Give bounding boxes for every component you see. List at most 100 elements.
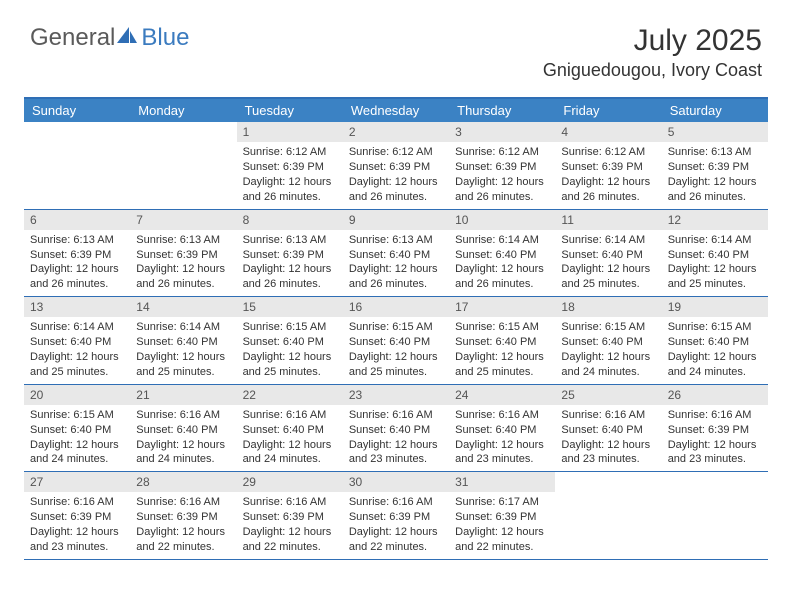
day-cell: 2Sunrise: 6:12 AMSunset: 6:39 PMDaylight… (343, 122, 449, 209)
day-number: 20 (24, 385, 130, 405)
sunrise-text: Sunrise: 6:16 AM (136, 408, 230, 423)
daylight-text: Daylight: 12 hours and 22 minutes. (455, 525, 549, 555)
sunrise-text: Sunrise: 6:16 AM (136, 495, 230, 510)
day-number: 6 (24, 210, 130, 230)
sunrise-text: Sunrise: 6:13 AM (136, 233, 230, 248)
sunset-text: Sunset: 6:40 PM (561, 423, 655, 438)
daylight-text: Daylight: 12 hours and 22 minutes. (136, 525, 230, 555)
daylight-text: Daylight: 12 hours and 24 minutes. (30, 438, 124, 468)
sunrise-text: Sunrise: 6:15 AM (455, 320, 549, 335)
day-cell: 24Sunrise: 6:16 AMSunset: 6:40 PMDayligh… (449, 385, 555, 472)
logo-text-blue: Blue (141, 24, 189, 52)
sunrise-text: Sunrise: 6:12 AM (243, 145, 337, 160)
day-body: Sunrise: 6:14 AMSunset: 6:40 PMDaylight:… (555, 230, 661, 296)
weekday-header: Saturday (662, 99, 768, 122)
day-number: 12 (662, 210, 768, 230)
day-number: 14 (130, 297, 236, 317)
sunrise-text: Sunrise: 6:17 AM (455, 495, 549, 510)
day-number: 24 (449, 385, 555, 405)
day-cell: 25Sunrise: 6:16 AMSunset: 6:40 PMDayligh… (555, 385, 661, 472)
day-cell: 12Sunrise: 6:14 AMSunset: 6:40 PMDayligh… (662, 210, 768, 297)
empty-day-cell (130, 122, 236, 209)
day-body: Sunrise: 6:16 AMSunset: 6:39 PMDaylight:… (237, 492, 343, 558)
day-body: Sunrise: 6:16 AMSunset: 6:40 PMDaylight:… (343, 405, 449, 471)
day-number: 10 (449, 210, 555, 230)
daylight-text: Daylight: 12 hours and 23 minutes. (30, 525, 124, 555)
sunrise-text: Sunrise: 6:13 AM (243, 233, 337, 248)
day-cell: 15Sunrise: 6:15 AMSunset: 6:40 PMDayligh… (237, 297, 343, 384)
sunset-text: Sunset: 6:40 PM (136, 423, 230, 438)
day-body: Sunrise: 6:13 AMSunset: 6:39 PMDaylight:… (130, 230, 236, 296)
day-cell: 8Sunrise: 6:13 AMSunset: 6:39 PMDaylight… (237, 210, 343, 297)
day-cell: 5Sunrise: 6:13 AMSunset: 6:39 PMDaylight… (662, 122, 768, 209)
day-number: 29 (237, 472, 343, 492)
daylight-text: Daylight: 12 hours and 26 minutes. (243, 262, 337, 292)
day-body: Sunrise: 6:16 AMSunset: 6:40 PMDaylight:… (449, 405, 555, 471)
week-row: 13Sunrise: 6:14 AMSunset: 6:40 PMDayligh… (24, 297, 768, 385)
sunrise-text: Sunrise: 6:15 AM (243, 320, 337, 335)
day-cell: 10Sunrise: 6:14 AMSunset: 6:40 PMDayligh… (449, 210, 555, 297)
day-body: Sunrise: 6:16 AMSunset: 6:39 PMDaylight:… (343, 492, 449, 558)
sunrise-text: Sunrise: 6:16 AM (455, 408, 549, 423)
day-number: 17 (449, 297, 555, 317)
daylight-text: Daylight: 12 hours and 24 minutes. (561, 350, 655, 380)
day-body: Sunrise: 6:16 AMSunset: 6:40 PMDaylight:… (555, 405, 661, 471)
day-number: 7 (130, 210, 236, 230)
sunrise-text: Sunrise: 6:12 AM (561, 145, 655, 160)
day-number: 19 (662, 297, 768, 317)
day-cell: 23Sunrise: 6:16 AMSunset: 6:40 PMDayligh… (343, 385, 449, 472)
sunset-text: Sunset: 6:39 PM (349, 510, 443, 525)
weekday-header: Wednesday (343, 99, 449, 122)
day-body: Sunrise: 6:13 AMSunset: 6:40 PMDaylight:… (343, 230, 449, 296)
day-number: 16 (343, 297, 449, 317)
logo: General Blue (30, 24, 189, 52)
day-body: Sunrise: 6:13 AMSunset: 6:39 PMDaylight:… (662, 142, 768, 208)
day-number: 31 (449, 472, 555, 492)
sunset-text: Sunset: 6:39 PM (561, 160, 655, 175)
day-body: Sunrise: 6:14 AMSunset: 6:40 PMDaylight:… (24, 317, 130, 383)
sunrise-text: Sunrise: 6:16 AM (349, 408, 443, 423)
day-cell: 27Sunrise: 6:16 AMSunset: 6:39 PMDayligh… (24, 472, 130, 559)
sunset-text: Sunset: 6:40 PM (30, 423, 124, 438)
day-cell: 19Sunrise: 6:15 AMSunset: 6:40 PMDayligh… (662, 297, 768, 384)
sunrise-text: Sunrise: 6:14 AM (668, 233, 762, 248)
month-title: July 2025 (543, 24, 762, 58)
week-row: 1Sunrise: 6:12 AMSunset: 6:39 PMDaylight… (24, 122, 768, 210)
daylight-text: Daylight: 12 hours and 25 minutes. (243, 350, 337, 380)
day-body: Sunrise: 6:12 AMSunset: 6:39 PMDaylight:… (555, 142, 661, 208)
day-number: 28 (130, 472, 236, 492)
sunrise-text: Sunrise: 6:15 AM (30, 408, 124, 423)
day-number: 13 (24, 297, 130, 317)
empty-day-cell (555, 472, 661, 559)
day-number: 27 (24, 472, 130, 492)
sunset-text: Sunset: 6:39 PM (243, 510, 337, 525)
sunset-text: Sunset: 6:39 PM (668, 423, 762, 438)
day-cell: 14Sunrise: 6:14 AMSunset: 6:40 PMDayligh… (130, 297, 236, 384)
day-cell: 29Sunrise: 6:16 AMSunset: 6:39 PMDayligh… (237, 472, 343, 559)
day-number: 11 (555, 210, 661, 230)
daylight-text: Daylight: 12 hours and 26 minutes. (668, 175, 762, 205)
day-body: Sunrise: 6:14 AMSunset: 6:40 PMDaylight:… (662, 230, 768, 296)
day-number: 9 (343, 210, 449, 230)
day-number: 3 (449, 122, 555, 142)
daylight-text: Daylight: 12 hours and 26 minutes. (561, 175, 655, 205)
sunset-text: Sunset: 6:40 PM (668, 248, 762, 263)
sunrise-text: Sunrise: 6:14 AM (30, 320, 124, 335)
day-number: 21 (130, 385, 236, 405)
daylight-text: Daylight: 12 hours and 23 minutes. (561, 438, 655, 468)
location: Gniguedougou, Ivory Coast (543, 60, 762, 81)
sunset-text: Sunset: 6:39 PM (455, 510, 549, 525)
daylight-text: Daylight: 12 hours and 26 minutes. (455, 175, 549, 205)
day-body: Sunrise: 6:16 AMSunset: 6:40 PMDaylight:… (130, 405, 236, 471)
sunrise-text: Sunrise: 6:15 AM (561, 320, 655, 335)
daylight-text: Daylight: 12 hours and 25 minutes. (668, 262, 762, 292)
day-number: 1 (237, 122, 343, 142)
day-cell: 20 Sunrise: 6:15 AMSunset: 6:40 PMDayligh… (24, 385, 130, 472)
sunrise-text: Sunrise: 6:15 AM (349, 320, 443, 335)
daylight-text: Daylight: 12 hours and 26 minutes. (455, 262, 549, 292)
day-body: Sunrise: 6:12 AMSunset: 6:39 PMDaylight:… (343, 142, 449, 208)
daylight-text: Daylight: 12 hours and 24 minutes. (136, 438, 230, 468)
day-cell: 13Sunrise: 6:14 AMSunset: 6:40 PMDayligh… (24, 297, 130, 384)
week-row: 27Sunrise: 6:16 AMSunset: 6:39 PMDayligh… (24, 472, 768, 560)
sunrise-text: Sunrise: 6:16 AM (668, 408, 762, 423)
